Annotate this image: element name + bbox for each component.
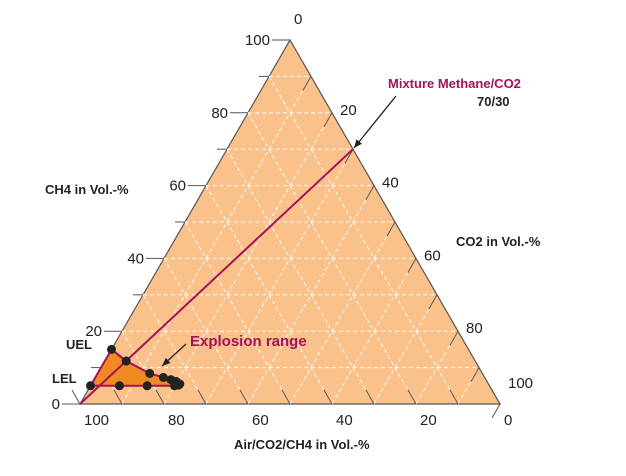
co2-tick — [470, 367, 480, 382]
co2-tick-label: 100 — [508, 375, 533, 392]
air-tick — [491, 389, 501, 405]
ch4-axis-title: CH4 in Vol.-% — [45, 182, 129, 197]
air-tick — [365, 389, 375, 405]
air-tick-label: 80 — [168, 412, 185, 429]
co2-tick — [281, 39, 291, 55]
grid-line — [142, 294, 207, 405]
grid-line — [163, 258, 249, 405]
co2-tick — [323, 112, 333, 128]
air-tick — [323, 389, 333, 405]
explosion-range-points — [86, 344, 185, 391]
annotation-arrows — [161, 95, 397, 367]
mixture-arrow — [353, 95, 397, 149]
air-tick — [113, 389, 123, 405]
axis-ticks: 0 20 40 60 80 100 0 20 40 60 80 100 100 80 60 40 20 0 — [52, 11, 533, 429]
mixture-arrow-head — [354, 139, 362, 148]
air-tick — [71, 389, 81, 405]
air-tick-label: 60 — [252, 412, 269, 429]
co2-tick-label: 0 — [294, 11, 302, 28]
co2-tick-label: 60 — [424, 247, 441, 264]
explosion-arrow-head — [162, 357, 171, 366]
air-tick-label: 0 — [504, 412, 512, 429]
grid-lines — [100, 75, 480, 405]
grid-line — [121, 76, 312, 405]
ch4-tick-label: 100 — [245, 32, 270, 49]
co2-tick — [428, 294, 438, 310]
air-tick — [281, 389, 291, 405]
ch4-tick-label: 0 — [52, 396, 60, 413]
air-tick — [407, 389, 417, 405]
co2-tick — [365, 185, 375, 200]
co2-tick-label: 80 — [466, 320, 483, 337]
air-tick-label: 40 — [336, 412, 353, 429]
explosion-point — [142, 381, 152, 391]
grid-line — [289, 221, 396, 405]
co2-tick — [491, 403, 501, 419]
explosion-point — [158, 372, 168, 382]
ch4-tick-label: 60 — [169, 178, 186, 195]
explosion-point — [121, 356, 131, 366]
uel-label: UEL — [66, 337, 92, 352]
ch4-tick-label: 40 — [127, 250, 144, 267]
air-tick — [155, 389, 165, 405]
co2-tick — [407, 258, 417, 273]
grid-line — [226, 148, 375, 405]
explosion-range-label: Explosion range — [190, 333, 307, 350]
co2-tick-label: 40 — [382, 175, 399, 192]
mixture-label-line2: 70/30 — [477, 94, 510, 109]
explosion-point — [86, 381, 95, 391]
mixture-label-line1: Mixture Methane/CO2 — [388, 76, 521, 91]
grid-line — [184, 221, 291, 405]
ch4-tick-label: 20 — [85, 323, 102, 340]
explosion-point — [170, 381, 179, 391]
grid-line — [205, 148, 354, 405]
explosion-point — [145, 368, 155, 378]
co2-tick — [302, 76, 312, 91]
air-tick — [197, 389, 207, 405]
co2-axis-title: CO2 in Vol.-% — [456, 234, 541, 249]
air-axis-title: Air/CO2/CH4 in Vol.-% — [234, 437, 370, 452]
co2-tick-label: 20 — [340, 102, 357, 119]
co2-tick — [449, 330, 459, 346]
grid-line — [331, 258, 417, 405]
air-tick — [239, 389, 249, 405]
explosion-point — [114, 381, 124, 391]
ch4-tick-label: 80 — [211, 105, 228, 122]
air-tick-label: 20 — [420, 412, 437, 429]
air-tick — [449, 389, 459, 405]
grid-line — [373, 294, 438, 405]
grid-line — [268, 76, 459, 405]
lel-label: LEL — [52, 371, 77, 386]
explosion-point — [107, 344, 116, 354]
air-tick-label: 100 — [84, 412, 109, 429]
co2-tick — [386, 221, 396, 237]
